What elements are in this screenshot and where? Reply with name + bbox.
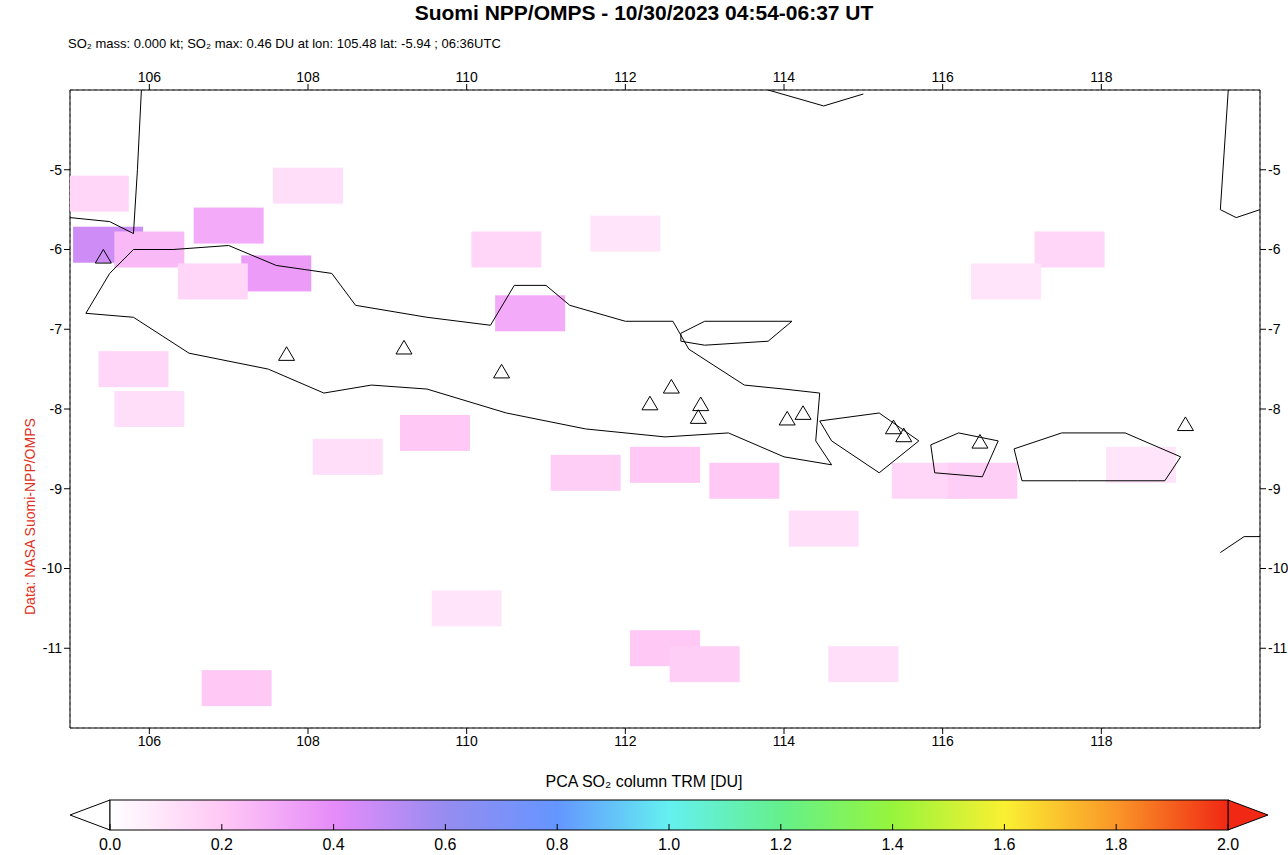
svg-text:112: 112 — [614, 69, 637, 85]
svg-text:110: 110 — [456, 733, 479, 749]
svg-text:1.4: 1.4 — [881, 836, 903, 853]
svg-text:116: 116 — [932, 69, 955, 85]
svg-text:0.8: 0.8 — [546, 836, 568, 853]
html-text:Suomi NPP/OMPS - 10/30/2023 04: Suomi NPP/OMPS - 10/30/2023 04:54-06:37 … — [414, 1, 874, 24]
svg-text:118: 118 — [1090, 69, 1113, 85]
svg-text:-5: -5 — [50, 162, 63, 178]
svg-text:2.0: 2.0 — [1217, 836, 1239, 853]
svg-text:1.6: 1.6 — [993, 836, 1015, 853]
svg-text:106: 106 — [138, 69, 162, 85]
svg-text:-9: -9 — [50, 481, 63, 497]
svg-text:1.2: 1.2 — [770, 836, 792, 853]
svg-text:0.6: 0.6 — [434, 836, 456, 853]
svg-text:0.4: 0.4 — [322, 836, 344, 853]
svg-text:-11: -11 — [1268, 640, 1280, 656]
html-text:Data: NASA Suomi-NPP/OMPS: Data: NASA Suomi-NPP/OMPS — [22, 418, 38, 615]
svg-text:-7: -7 — [1268, 321, 1280, 337]
svg-text:-8: -8 — [1268, 401, 1280, 417]
svg-text:-10: -10 — [1268, 560, 1280, 576]
html-text:SO₂ mass: 0.000 kt; SO₂ max: 0: SO₂ mass: 0.000 kt; SO₂ max: 0.46 DU at … — [68, 36, 501, 51]
svg-text:116: 116 — [932, 733, 955, 749]
svg-text:PCA SO₂ column TRM [DU]: PCA SO₂ column TRM [DU] — [545, 773, 742, 790]
svg-text:0.0: 0.0 — [99, 836, 121, 853]
svg-text:-10: -10 — [42, 560, 62, 576]
svg-text:108: 108 — [296, 69, 320, 85]
svg-text:1.0: 1.0 — [658, 836, 680, 853]
svg-text:118: 118 — [1090, 733, 1113, 749]
svg-text:-5: -5 — [1268, 162, 1280, 178]
svg-text:1.8: 1.8 — [1105, 836, 1127, 853]
svg-text:108: 108 — [296, 733, 320, 749]
svg-text:110: 110 — [456, 69, 479, 85]
svg-text:-7: -7 — [50, 321, 63, 337]
svg-text:114: 114 — [773, 69, 796, 85]
svg-text:-8: -8 — [50, 401, 63, 417]
svg-text:-6: -6 — [1268, 241, 1280, 257]
svg-text:-11: -11 — [43, 640, 62, 656]
svg-text:112: 112 — [614, 733, 637, 749]
svg-text:106: 106 — [138, 733, 162, 749]
svg-text:-6: -6 — [50, 241, 63, 257]
svg-text:-9: -9 — [1268, 481, 1280, 497]
svg-text:0.2: 0.2 — [211, 836, 233, 853]
svg-text:114: 114 — [773, 733, 796, 749]
